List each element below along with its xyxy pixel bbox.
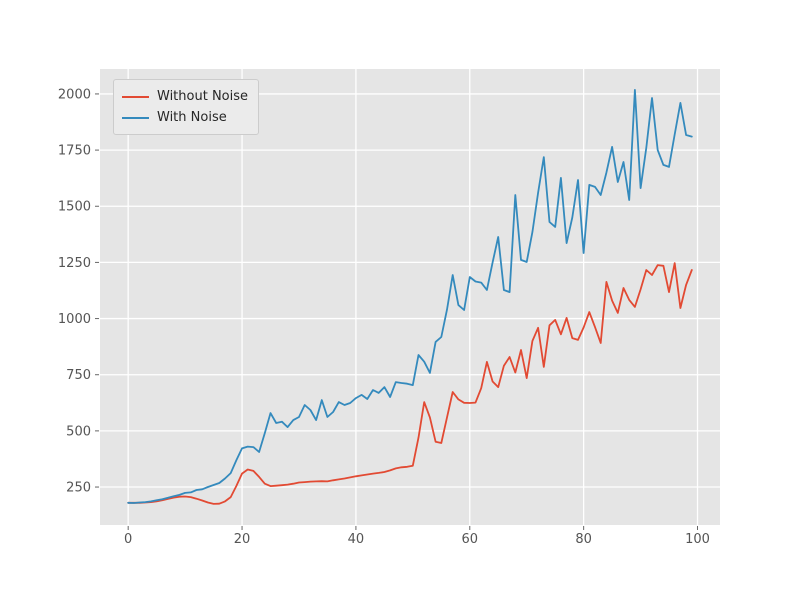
y-tick-label: 1000: [58, 312, 91, 327]
y-tick-label: 1750: [58, 144, 91, 159]
legend-line-swatch-without-noise: [122, 95, 149, 98]
legend-label-without-noise: Without Noise: [157, 89, 248, 104]
legend-item-without-noise: Without Noise: [122, 86, 248, 107]
legend-label-with-noise: With Noise: [157, 110, 227, 125]
y-tick-label: 750: [66, 368, 91, 383]
x-tick-label: 100: [685, 532, 710, 547]
series-line-without-noise: [127, 262, 693, 505]
y-tick-label: 500: [66, 424, 91, 439]
y-tick-label: 250: [66, 481, 91, 496]
legend-line-swatch-with-noise: [122, 116, 149, 119]
x-tick-label: 20: [234, 532, 251, 547]
y-tick-label: 2000: [58, 87, 91, 102]
legend: Without Noise With Noise: [113, 79, 259, 135]
legend-item-with-noise: With Noise: [122, 107, 248, 128]
series-line-with-noise: [127, 89, 693, 504]
y-tick-label: 1250: [58, 256, 91, 271]
x-tick-label: 40: [348, 532, 365, 547]
y-tick-label: 1500: [58, 200, 91, 215]
x-tick-label: 60: [462, 532, 479, 547]
plot-area: [100, 69, 720, 525]
x-tick-label: 0: [124, 532, 132, 547]
x-tick-label: 80: [575, 532, 592, 547]
